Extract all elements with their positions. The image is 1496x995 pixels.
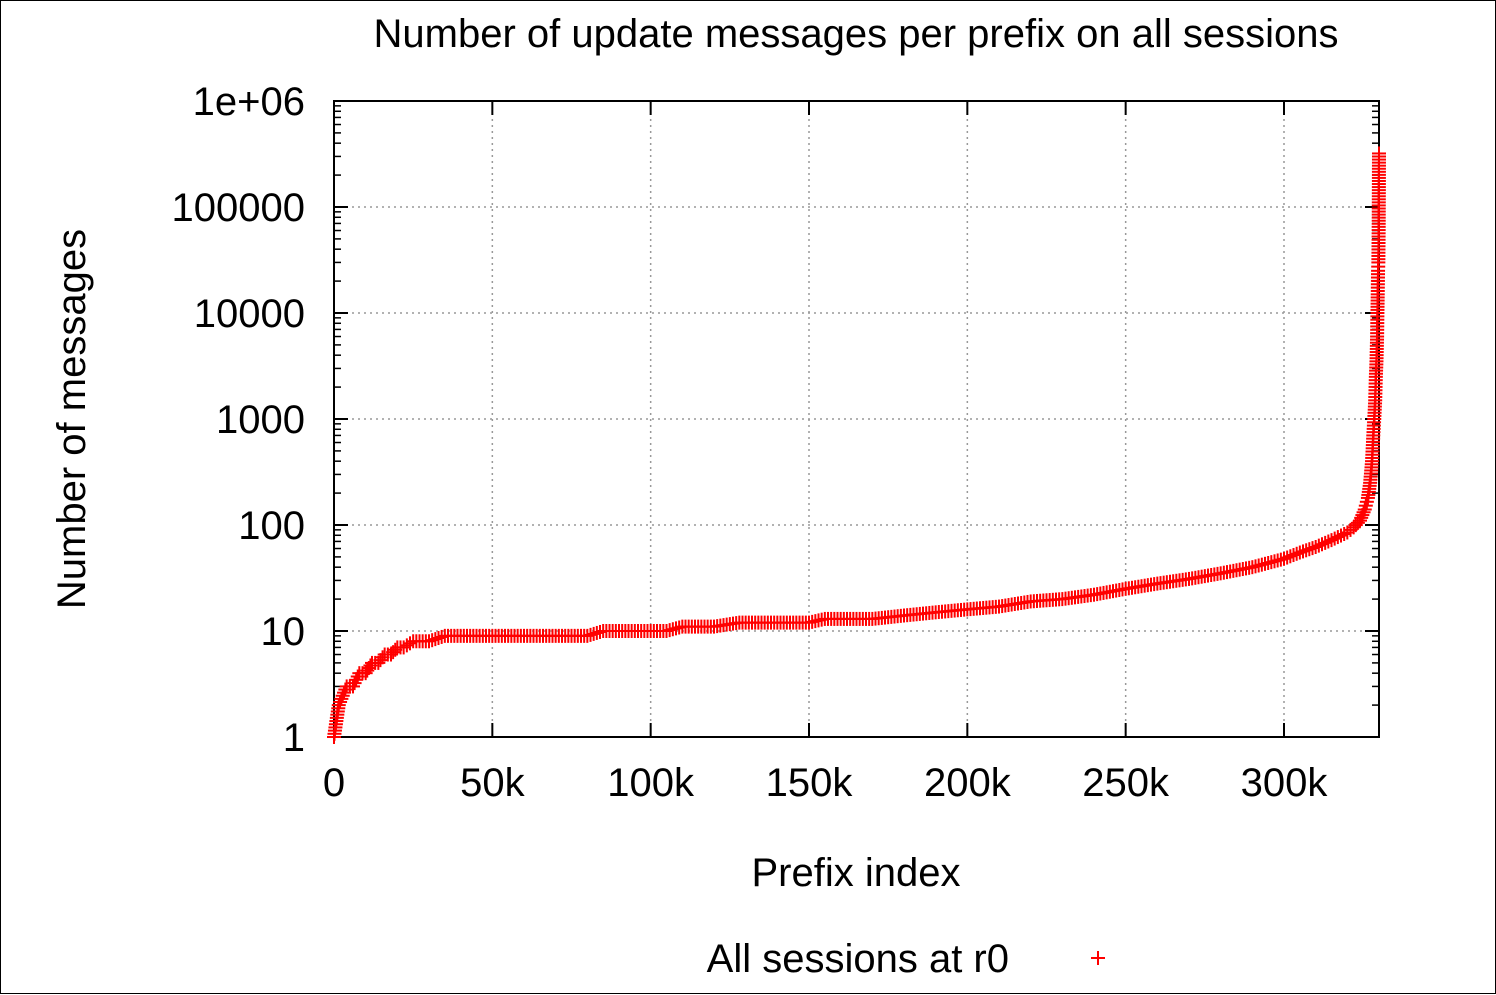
data-point xyxy=(1311,538,1326,553)
data-point xyxy=(1283,549,1298,564)
legend-label: All sessions at r0 xyxy=(707,937,1009,981)
data-point xyxy=(434,629,449,644)
data-point xyxy=(1334,528,1348,543)
data-point xyxy=(331,698,346,713)
data-point xyxy=(1321,534,1336,549)
data-point xyxy=(349,672,364,687)
x-tick-label: 50k xyxy=(460,761,525,805)
data-point xyxy=(1296,544,1310,559)
data-point xyxy=(1305,541,1320,556)
data-point xyxy=(1324,533,1339,548)
y-axis-label: Number of messages xyxy=(50,229,94,609)
data-point xyxy=(1308,540,1323,555)
y-tick-label: 1000 xyxy=(216,398,305,442)
data-point xyxy=(337,685,352,700)
data-point xyxy=(1286,548,1301,563)
data-point xyxy=(335,688,350,703)
data-point xyxy=(403,636,417,651)
data-point xyxy=(1372,146,1386,161)
data-points xyxy=(327,146,1386,744)
y-tick-label: 1e+06 xyxy=(193,80,305,124)
data-point xyxy=(1280,550,1295,565)
data-point xyxy=(1359,494,1374,509)
x-tick-label: 100k xyxy=(607,761,695,805)
data-point xyxy=(1327,531,1342,546)
data-point xyxy=(422,634,436,649)
data-point xyxy=(334,691,349,706)
tick-labels: 0 50k 100k 150k 200k 250k 300k 1 10 100 1000 10000 1… xyxy=(172,80,1329,805)
grid-lines xyxy=(334,101,1379,737)
y-tick-label: 100000 xyxy=(172,186,305,230)
data-point xyxy=(1302,542,1317,557)
data-point xyxy=(333,694,348,709)
data-point xyxy=(1356,505,1371,520)
data-point xyxy=(425,633,440,648)
data-point xyxy=(1292,545,1307,560)
data-point xyxy=(346,679,360,694)
legend: All sessions at r0 xyxy=(707,937,1105,981)
data-point xyxy=(1318,535,1333,550)
data-point xyxy=(347,676,362,691)
legend-marker xyxy=(1091,951,1105,965)
y-tick-label: 100 xyxy=(238,504,305,548)
x-tick-label: 150k xyxy=(766,761,854,805)
data-point xyxy=(1289,546,1304,561)
y-tick-label: 10000 xyxy=(194,292,305,336)
x-tick-label: 0 xyxy=(323,761,345,805)
data-point xyxy=(428,632,443,647)
data-point xyxy=(1330,530,1345,545)
data-point xyxy=(1358,498,1373,513)
data-point xyxy=(1315,537,1329,552)
x-axis-label: Prefix index xyxy=(752,851,961,895)
data-point xyxy=(431,631,446,646)
data-point xyxy=(1299,543,1314,558)
chart-title: Number of update messages per prefix on … xyxy=(374,12,1339,56)
y-tick-label: 10 xyxy=(261,610,306,654)
x-tick-label: 200k xyxy=(924,761,1012,805)
y-tick-label: 1 xyxy=(283,716,305,760)
x-tick-label: 300k xyxy=(1241,761,1329,805)
x-tick-label: 250k xyxy=(1082,761,1170,805)
data-point xyxy=(1277,551,1291,566)
